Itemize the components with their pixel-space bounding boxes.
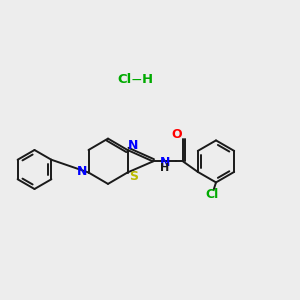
Text: H: H (141, 73, 153, 86)
Text: N: N (160, 156, 170, 169)
Text: −: − (131, 73, 142, 86)
Text: N: N (77, 165, 87, 178)
Text: N: N (128, 139, 138, 152)
Text: H: H (160, 163, 169, 173)
Text: S: S (129, 170, 138, 184)
Text: Cl: Cl (206, 188, 219, 201)
Text: O: O (172, 128, 182, 142)
Text: Cl: Cl (117, 73, 132, 86)
